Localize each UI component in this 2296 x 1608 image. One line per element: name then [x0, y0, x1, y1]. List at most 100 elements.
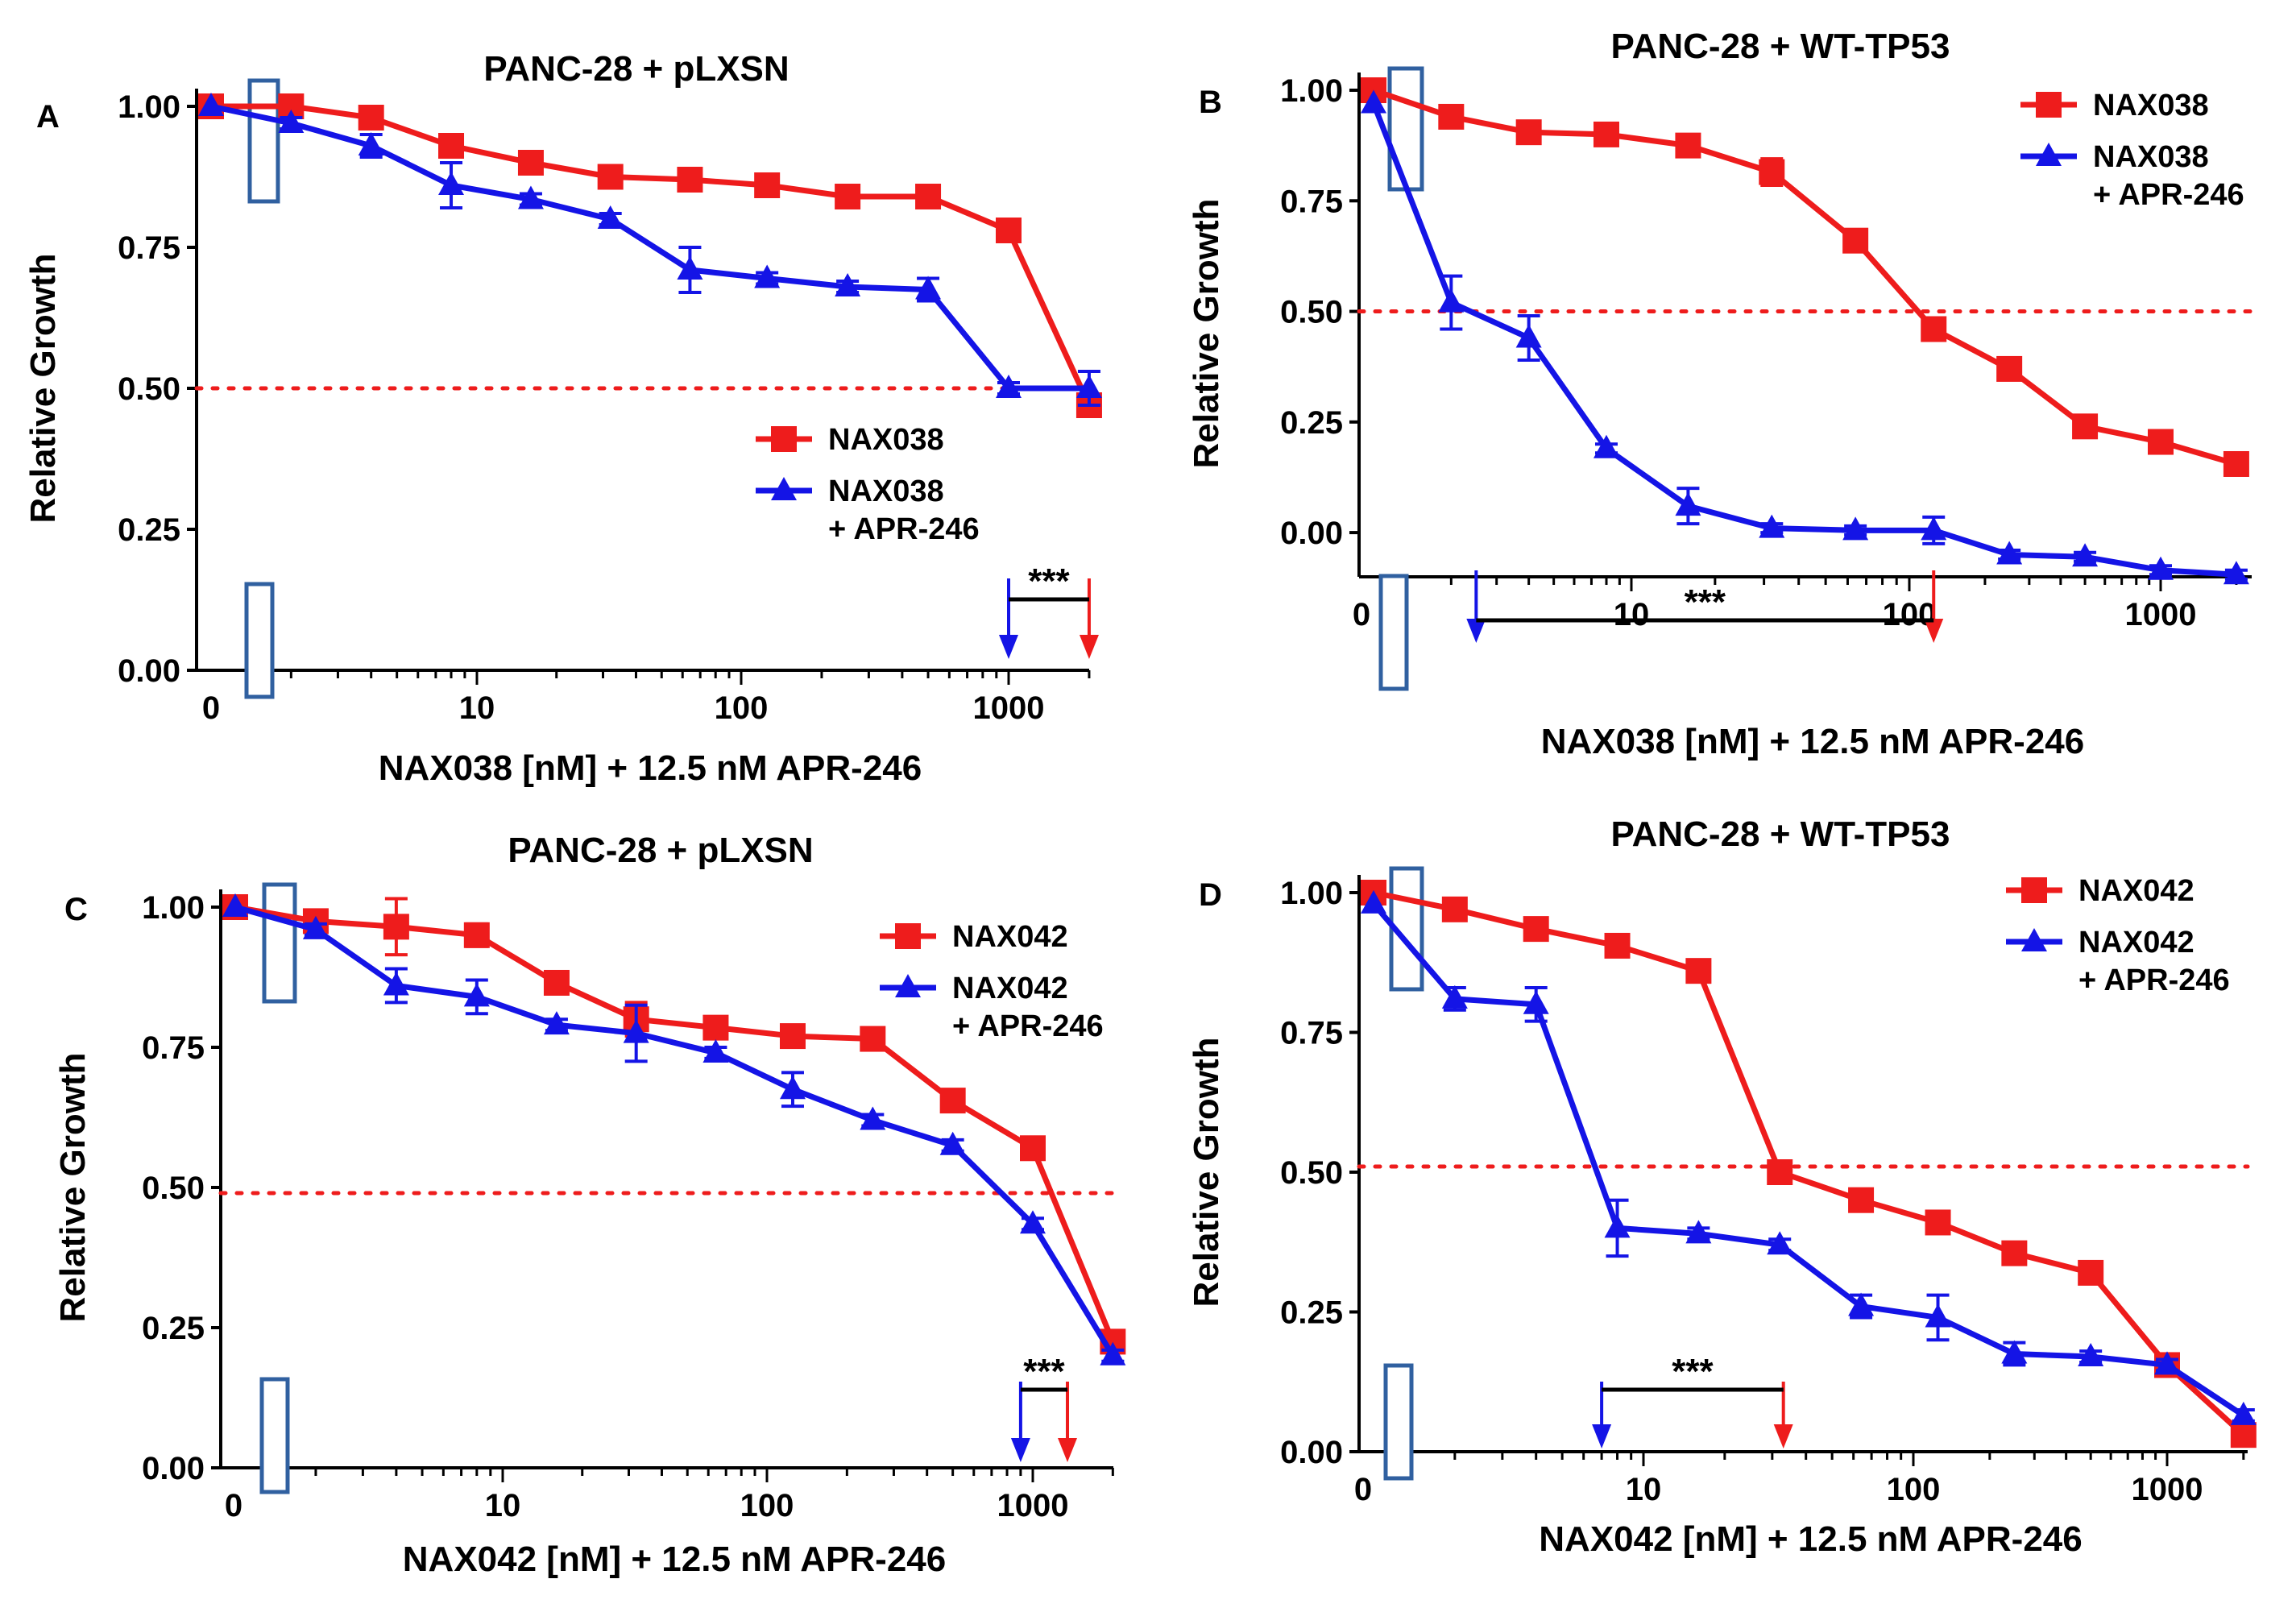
x-tick-label: 1000: [2132, 1472, 2203, 1507]
panel-label: B: [1199, 85, 1222, 120]
series-line: [234, 904, 1116, 1343]
data-point: [438, 172, 465, 195]
data-point: [1020, 1135, 1046, 1162]
data-point: [383, 914, 409, 940]
y-tick-label: 0.50: [1280, 295, 1343, 330]
data-point: [302, 915, 329, 939]
x-axis-break-box: [1383, 1363, 1414, 1481]
arrow-secondary-head: [1592, 1424, 1612, 1448]
legend-label: NAX042: [952, 972, 1068, 1005]
y-tick-label: 0.00: [142, 1451, 205, 1486]
legend-label: NAX038: [828, 423, 944, 457]
legend: NAX042 NAX042 + APR-246: [2006, 874, 2230, 997]
data-point: [1767, 1231, 1793, 1255]
x-zero-label: 0: [225, 1488, 242, 1523]
significance-annotation: ***: [1010, 1352, 1078, 1462]
data-point: [939, 1088, 966, 1114]
legend-label: NAX042: [952, 920, 1068, 954]
data-point: [2230, 1401, 2257, 1425]
arrow-secondary-head: [999, 635, 1018, 659]
data-point: [597, 205, 624, 229]
data-point: [1515, 324, 1542, 348]
legend-marker: [771, 477, 797, 500]
y-axis-title: Relative Growth: [1187, 1038, 1226, 1308]
significance-annotation: ***: [1466, 570, 1944, 643]
x-zero-label: 0: [202, 690, 220, 726]
y-tick-label: 0.25: [142, 1311, 205, 1346]
data-point: [1925, 1303, 1951, 1328]
series-primary: [198, 93, 1102, 418]
data-point: [1075, 375, 1102, 398]
data-point: [463, 922, 490, 948]
panel-label: C: [64, 892, 88, 927]
legend-label: NAX038: [2093, 89, 2209, 122]
data-point: [996, 375, 1022, 398]
data-point: [1685, 1220, 1712, 1244]
data-point: [1759, 159, 1785, 185]
x-axis-break-box: [244, 582, 275, 699]
legend-label: NAX042: [2078, 926, 2194, 959]
x-zero-label: 0: [1354, 1472, 1372, 1507]
data-point: [915, 276, 942, 300]
data-point: [1921, 316, 1947, 342]
legend: NAX038 NAX038 + APR-246: [756, 423, 980, 546]
data-point: [860, 1026, 886, 1052]
series-primary: [1361, 77, 2249, 477]
data-point: [1921, 516, 1947, 541]
legend-marker: [2036, 92, 2062, 118]
legend-marker: [771, 426, 797, 452]
data-point: [1996, 355, 2023, 382]
data-point: [835, 184, 861, 209]
legend-marker: [895, 923, 921, 949]
data-point: [2078, 1343, 2104, 1367]
y-tick-label: 0.25: [1280, 405, 1343, 441]
data-point: [996, 218, 1022, 243]
y-tick-label: 0.50: [1280, 1155, 1343, 1191]
data-point: [1020, 1210, 1046, 1234]
data-point: [1523, 916, 1549, 943]
y-tick-label: 0.50: [118, 371, 180, 407]
series-secondary: [198, 93, 1102, 407]
significance-label: ***: [1672, 1352, 1714, 1391]
data-point: [754, 264, 781, 288]
data-point: [517, 185, 544, 209]
x-tick-label: 100: [740, 1488, 794, 1523]
data-point: [1675, 492, 1701, 516]
data-point: [543, 1011, 570, 1035]
data-point: [1842, 516, 1869, 541]
legend-marker: [2021, 928, 2047, 951]
data-point: [358, 105, 384, 131]
y-tick-label: 1.00: [118, 89, 180, 125]
significance-annotation: ***: [1592, 1352, 1793, 1448]
x-tick-label: 1000: [997, 1488, 1069, 1523]
y-tick-label: 0.25: [118, 512, 180, 548]
data-point: [1441, 984, 1468, 1009]
legend-marker: [2021, 877, 2047, 903]
data-point: [779, 1023, 806, 1050]
data-point: [1848, 1187, 1875, 1213]
y-tick-label: 0.25: [1280, 1295, 1343, 1331]
x-axis-break-box: [259, 1377, 290, 1494]
legend-label-line2: + APR-246: [952, 1009, 1104, 1043]
panel-label: D: [1199, 877, 1222, 913]
significance-label: ***: [1023, 1352, 1065, 1391]
data-point: [2001, 1340, 2028, 1364]
y-axis-break-box: [247, 78, 280, 204]
data-point: [2148, 429, 2174, 455]
data-point: [1438, 288, 1465, 313]
x-tick-label: 10: [485, 1488, 521, 1523]
series-line: [210, 103, 1089, 392]
panel-c: C PANC-28 + pLXSN 0.00 0.25 0.50 0.75 1.00 10 10…: [53, 831, 1126, 1579]
series-line: [1373, 889, 2246, 1437]
data-point: [860, 1106, 886, 1130]
legend-marker: [895, 974, 921, 997]
data-point: [1593, 434, 1619, 458]
legend-label-line2: + APR-246: [828, 512, 980, 546]
y-tick-label: 1.00: [142, 890, 205, 926]
legend-label: NAX038: [2093, 140, 2209, 174]
legend-label-line2: + APR-246: [2093, 178, 2244, 212]
y-axis-title: Relative Growth: [1187, 199, 1226, 469]
data-point: [1604, 932, 1631, 959]
x-tick-label: 100: [715, 690, 769, 726]
